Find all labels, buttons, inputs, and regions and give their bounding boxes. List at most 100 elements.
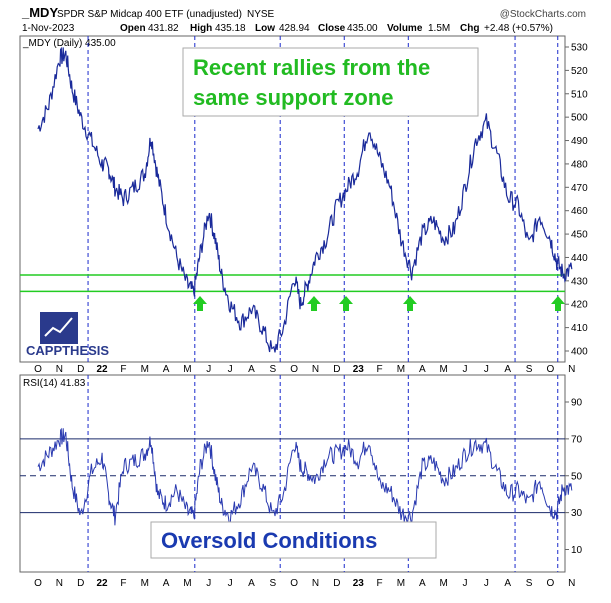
rsi-x-tick-label: F	[120, 578, 126, 589]
rsi-legend: RSI(14) 41.83	[23, 378, 86, 389]
price-series	[37, 46, 573, 353]
price-x-tick-label: F	[377, 364, 383, 375]
rsi-x-tick-label: M	[439, 578, 447, 589]
price-x-tick-label: 23	[353, 364, 365, 375]
price-y-tick-label: 500	[571, 113, 588, 124]
rsi-line	[37, 427, 573, 526]
price-x-tick-label: J	[206, 364, 211, 375]
rsi-x-tick-label: N	[56, 578, 63, 589]
price-x-tick-label: M	[141, 364, 149, 375]
price-y-tick-label: 490	[571, 136, 588, 147]
price-y-tick-label: 480	[571, 159, 588, 170]
price-x-tick-label: D	[77, 364, 84, 375]
close-label: Close	[318, 23, 346, 34]
price-x-tick-label: D	[333, 364, 340, 375]
up-arrow-icon	[339, 296, 353, 311]
rsi-x-tick-label: 23	[353, 578, 365, 589]
price-x-tick-label: S	[270, 364, 277, 375]
price-x-tick-label: O	[290, 364, 298, 375]
high-label: High	[190, 23, 212, 34]
rsi-x-tick-label: J	[206, 578, 211, 589]
rsi-x-tick-label: O	[34, 578, 42, 589]
price-y-tick-label: 520	[571, 66, 588, 77]
price-x-tick-label: N	[312, 364, 319, 375]
up-arrow-icon	[403, 296, 417, 311]
rsi-y-tick-label: 30	[571, 508, 583, 519]
rsi-x-tick-label: 22	[96, 578, 108, 589]
close-value: 435.00	[347, 23, 378, 34]
oversold-annotation: Oversold Conditions	[161, 528, 377, 553]
rsi-x-tick-label: O	[290, 578, 298, 589]
rsi-x-tick-label: D	[77, 578, 84, 589]
logo-mark	[40, 312, 78, 344]
date-label: 1-Nov-2023	[22, 23, 75, 34]
price-x-tick-label: M	[183, 364, 191, 375]
price-x-tick-label: J	[228, 364, 233, 375]
price-y-tick-label: 450	[571, 230, 588, 241]
price-x-tick-label: A	[419, 364, 426, 375]
up-arrow-icon	[307, 296, 321, 311]
price-y-axis: 400 410 420 430 440 450 460 470 480 490 500 510 520 5…	[565, 43, 588, 358]
description-label: SPDR S&P Midcap 400 ETF (unadjusted)	[57, 9, 242, 20]
open-label: Open	[120, 23, 146, 34]
chg-value: +2.48 (+0.57%)	[484, 23, 553, 34]
rsi-y-axis: 10 30 50 70 90	[565, 398, 583, 556]
price-x-tick-label: F	[120, 364, 126, 375]
price-y-tick-label: 430	[571, 276, 588, 287]
rsi-y-tick-label: 70	[571, 434, 583, 445]
support-arrows	[193, 296, 565, 311]
rsi-x-tick-label: N	[312, 578, 319, 589]
brand-label: @StockCharts.com	[500, 9, 586, 20]
price-x-tick-label: A	[248, 364, 255, 375]
rally-annotation-line-2: same support zone	[193, 85, 393, 110]
price-x-tick-label: J	[463, 364, 468, 375]
low-value: 428.94	[279, 23, 310, 34]
price-y-tick-label: 530	[571, 43, 588, 54]
rsi-x-tick-label: N	[568, 578, 575, 589]
capp-thesis-logo: CAPPTHESIS	[26, 312, 109, 358]
price-x-tick-label: S	[526, 364, 533, 375]
high-value: 435.18	[215, 23, 246, 34]
rally-annotation-line-1: Recent rallies from the	[193, 55, 430, 80]
rally-annotation-box	[182, 47, 479, 117]
volume-label: Volume	[387, 23, 423, 34]
price-legend: _MDY (Daily) 435.00	[22, 38, 116, 49]
chg-label: Chg	[460, 23, 479, 34]
rsi-series	[37, 427, 573, 526]
rsi-y-tick-label: 90	[571, 398, 583, 409]
price-y-tick-label: 470	[571, 183, 588, 194]
rsi-x-tick-label: S	[270, 578, 277, 589]
price-x-tick-label: N	[56, 364, 63, 375]
price-line	[37, 46, 573, 353]
rsi-y-tick-label: 10	[571, 545, 583, 556]
rsi-x-tick-label: A	[504, 578, 511, 589]
price-y-tick-label: 460	[571, 206, 588, 217]
price-x-tick-label: M	[397, 364, 405, 375]
rsi-x-tick-label: M	[141, 578, 149, 589]
rsi-x-tick-label: J	[228, 578, 233, 589]
price-x-tick-label: J	[484, 364, 489, 375]
low-label: Low	[255, 23, 275, 34]
price-y-tick-label: 400	[571, 347, 588, 358]
symbol-label: _MDY	[21, 5, 58, 20]
open-value: 431.82	[148, 23, 179, 34]
price-x-tick-label: M	[439, 364, 447, 375]
exchange-label: NYSE	[247, 9, 275, 20]
rsi-x-tick-label: J	[463, 578, 468, 589]
rsi-x-tick-label: A	[248, 578, 255, 589]
rsi-x-tick-label: D	[333, 578, 340, 589]
rsi-x-tick-label: J	[484, 578, 489, 589]
rsi-reference-lines	[20, 438, 565, 514]
up-arrow-icon	[193, 296, 207, 311]
logo-arrow-icon	[44, 317, 73, 337]
rsi-x-tick-label: O	[547, 578, 555, 589]
price-y-tick-label: 440	[571, 253, 588, 264]
price-y-tick-label: 420	[571, 300, 588, 311]
rsi-x-tick-label: A	[163, 578, 170, 589]
price-x-axis: O N D 22 F M A M J J A S O N D 23 F M A M J J A S O N	[34, 364, 575, 375]
rsi-x-tick-label: M	[397, 578, 405, 589]
rsi-x-axis: O N D 22 F M A M J J A S O N D 23 F M A M J J A S O N	[34, 578, 575, 589]
rsi-x-tick-label: S	[526, 578, 533, 589]
price-x-tick-label: O	[547, 364, 555, 375]
